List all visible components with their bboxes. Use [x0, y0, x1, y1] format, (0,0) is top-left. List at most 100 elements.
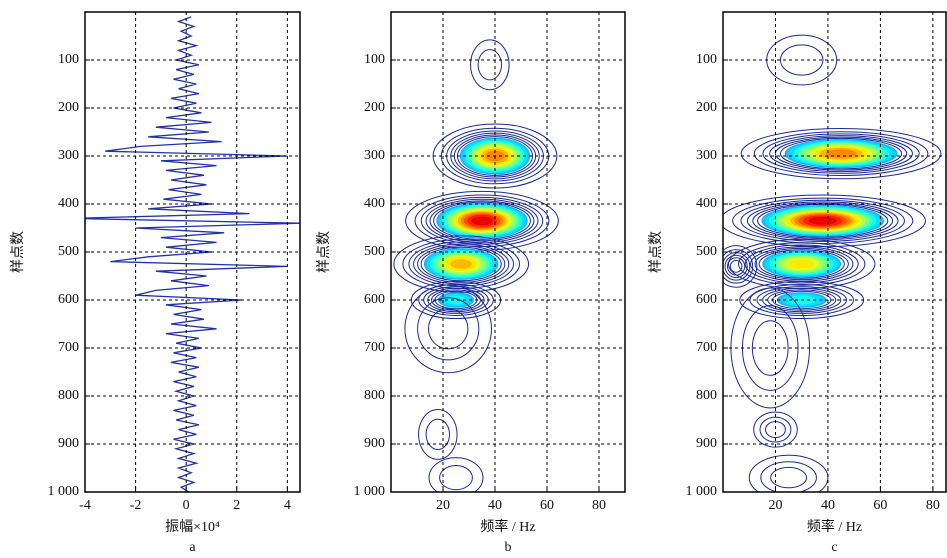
y-tick-label: 500 [58, 244, 79, 259]
y-tick-label: 800 [696, 388, 717, 403]
y-tick-label: 800 [364, 388, 385, 403]
contour-line [789, 259, 814, 269]
contour-line [758, 249, 845, 279]
contour-line [729, 260, 743, 273]
y-tick-label: 600 [364, 292, 385, 307]
x-tick-label: 40 [488, 498, 502, 513]
contour-line [752, 202, 894, 239]
contour-line [417, 297, 480, 361]
contour-line [756, 286, 847, 314]
contour-line [757, 203, 889, 238]
panel-caption: c [831, 540, 837, 555]
panel: -4 -2 0 2 4 100 200 300 400 500 600 700 800 900 1 000 振… [10, 11, 301, 555]
y-tick-label: 300 [58, 148, 79, 163]
y-tick-label: 900 [364, 436, 385, 451]
contour-line [439, 464, 473, 491]
contour-line [753, 131, 929, 176]
y-tick-label: 200 [58, 100, 79, 115]
contour-line [754, 247, 849, 281]
contour-line [779, 44, 824, 76]
contour-line [744, 244, 859, 284]
contour-line [769, 135, 913, 173]
y-tick-label: 900 [696, 436, 717, 451]
y-tick-label: 600 [58, 292, 79, 307]
contour-line [779, 137, 903, 170]
contour-line [445, 295, 467, 305]
y-tick-label: 300 [364, 148, 385, 163]
y-tick-label: 400 [58, 196, 79, 211]
contour-line [723, 252, 751, 281]
contour-line [723, 245, 758, 288]
x-tick-label: 60 [873, 498, 887, 513]
contour-line [727, 257, 746, 276]
x-tick-label: 80 [592, 498, 606, 513]
y-tick-label: 600 [696, 292, 717, 307]
contour-line [405, 190, 559, 251]
plot-area [393, 39, 559, 492]
axes-frame [722, 11, 947, 493]
contour-line [433, 201, 531, 240]
x-tick-label: 20 [768, 498, 782, 513]
y-tick-label: 500 [364, 244, 385, 259]
contour-line [425, 418, 451, 451]
contour-line [774, 136, 908, 171]
contour-line [746, 201, 899, 241]
x-axis-label: 振幅×10⁴ [165, 519, 220, 535]
contour-line [477, 49, 503, 81]
y-tick-label: 400 [696, 196, 717, 211]
contour-line [420, 246, 502, 282]
contour-line [760, 461, 817, 492]
contour-line [740, 127, 942, 180]
contour-line [450, 259, 472, 269]
y-tick-label: 200 [364, 100, 385, 115]
trace-line [85, 16, 300, 492]
y-axis-label: 样点数 [10, 231, 26, 273]
y-tick-label: 100 [696, 52, 717, 67]
contour-line [825, 149, 857, 158]
contour-line [762, 133, 920, 174]
plot-area [85, 16, 300, 492]
contour-line [724, 254, 748, 279]
y-axis-label: 样点数 [316, 231, 332, 273]
contour-line [404, 284, 492, 374]
y-tick-label: 700 [58, 340, 79, 355]
panel-caption: b [505, 540, 512, 555]
contour-line [738, 242, 866, 286]
contour-line [428, 457, 484, 492]
x-axis-label: 频率 / Hz [480, 518, 535, 535]
contour-line [748, 454, 829, 492]
contour-line [414, 194, 550, 248]
x-tick-label: 60 [540, 498, 554, 513]
y-tick-label: 100 [364, 52, 385, 67]
x-tick-label: 20 [436, 498, 450, 513]
panel-caption: a [189, 540, 196, 555]
contour-line [471, 216, 493, 226]
contour-line [393, 235, 530, 293]
contour-line [765, 421, 786, 439]
y-tick-label: 700 [364, 340, 385, 355]
contour-line [770, 466, 807, 489]
contour-line [427, 308, 469, 350]
x-tick-label: 4 [284, 498, 291, 513]
contour-line [753, 411, 798, 448]
x-tick-label: 80 [926, 498, 940, 513]
contour-line [425, 198, 539, 243]
y-tick-label: 700 [696, 340, 717, 355]
y-tick-label: 800 [58, 388, 79, 403]
y-tick-label: 200 [696, 100, 717, 115]
contour-line [808, 216, 837, 225]
contour-line [417, 245, 506, 283]
contour-line [723, 249, 754, 284]
contour-line [759, 416, 792, 443]
contour-line [418, 408, 458, 460]
contour-line [413, 243, 510, 285]
contour-line [740, 199, 905, 242]
y-tick-label: 100 [58, 52, 79, 67]
y-axis-label: 样点数 [648, 231, 664, 273]
y-tick-label: 500 [696, 244, 717, 259]
contour-line [751, 320, 789, 376]
x-tick-label: 40 [821, 498, 835, 513]
x-tick-label: -4 [79, 498, 91, 513]
